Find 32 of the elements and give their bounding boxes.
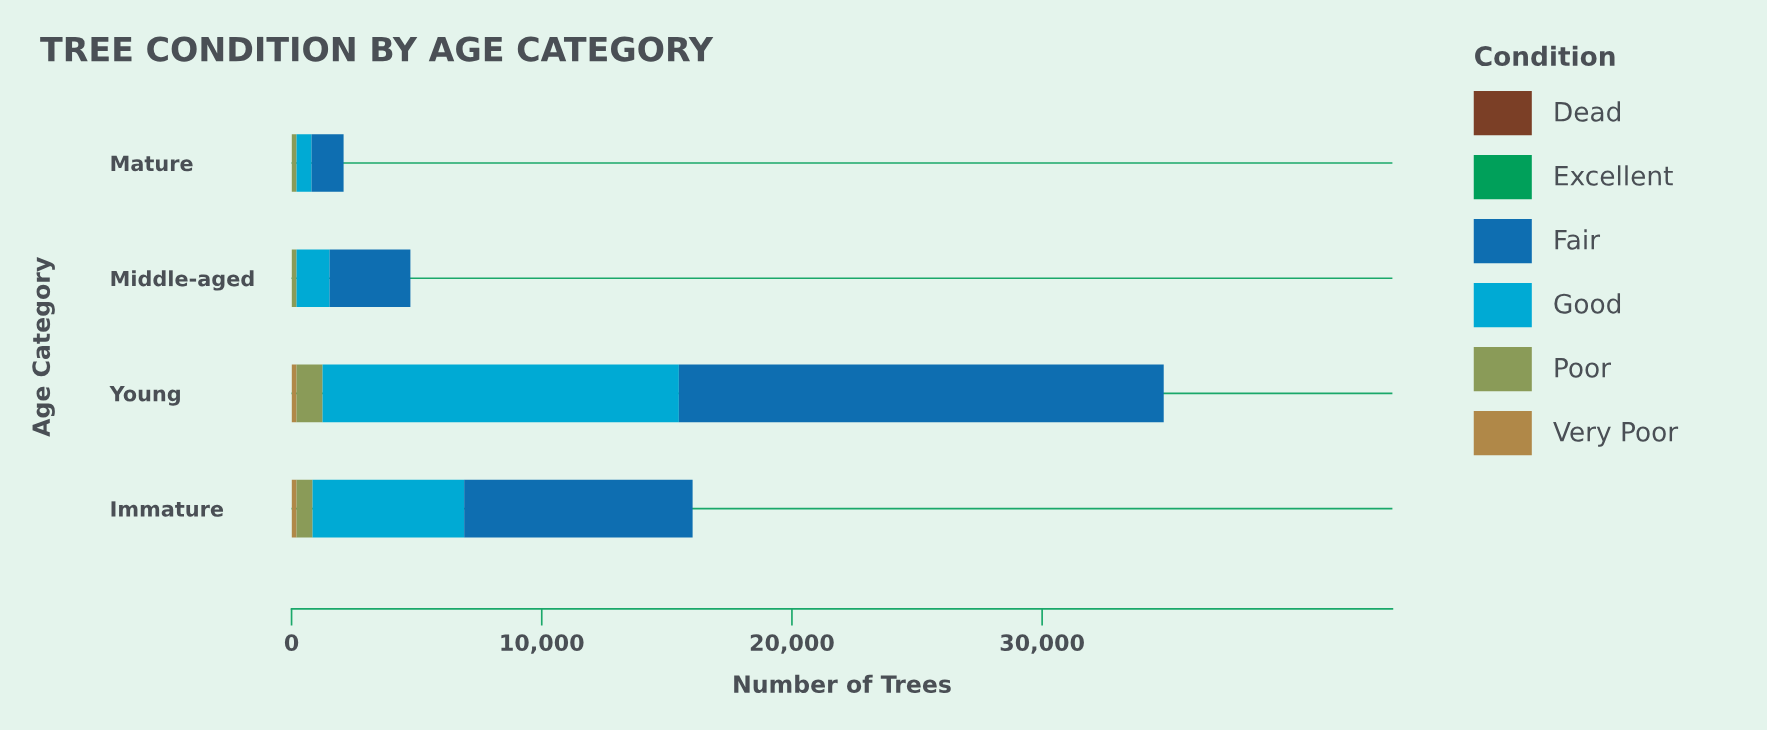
x-tick-label: 0 <box>284 634 299 652</box>
bar <box>291 479 297 538</box>
legend-title: Condition <box>1475 45 1615 67</box>
legend-label: Poor <box>1555 358 1612 378</box>
bar <box>296 479 313 538</box>
x-tick-label: 10,000 <box>501 634 584 654</box>
x-tick-label: 20,000 <box>750 634 834 654</box>
y-tick-label: Middle-aged <box>111 270 254 291</box>
bar <box>678 364 1164 423</box>
bar <box>291 364 297 423</box>
legend-label: Good <box>1554 293 1621 314</box>
y-tick-label: Immature <box>111 501 224 517</box>
bar <box>296 249 330 308</box>
chart-title: TREE CONDITION BY AGE CATEGORY <box>40 36 714 62</box>
bar <box>291 134 297 192</box>
legend-label: Excellent <box>1555 165 1673 186</box>
bar <box>322 364 679 423</box>
bar <box>464 479 693 538</box>
legend-label: Dead <box>1555 101 1620 122</box>
y-tick-label: Mature <box>111 155 193 172</box>
y-axis-title: Age Category <box>32 257 55 437</box>
bar <box>291 249 297 308</box>
legend-label: Fair <box>1555 229 1601 250</box>
x-axis-title: Number of Trees <box>734 674 951 694</box>
bar <box>312 479 465 538</box>
bar <box>311 134 344 192</box>
bar <box>296 134 312 192</box>
x-tick-label: 30,000 <box>1000 634 1084 654</box>
y-tick-label: Young <box>109 386 180 406</box>
bar <box>296 364 323 423</box>
legend-label: Very Poor <box>1553 422 1679 447</box>
bar <box>329 249 411 308</box>
